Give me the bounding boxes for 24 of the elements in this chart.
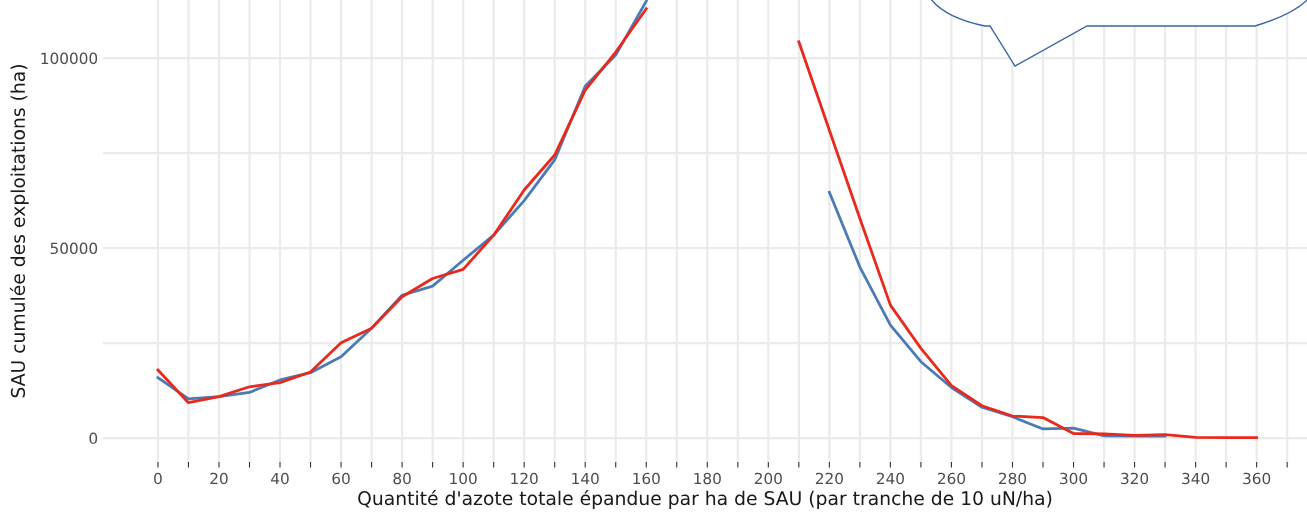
x-tick-label: 340 (1182, 472, 1210, 485)
x-tick-label: 240 (876, 472, 904, 485)
x-tick-label: 80 (393, 472, 411, 485)
x-tick-label: 180 (694, 472, 721, 485)
x-tick-label: 280 (999, 472, 1027, 485)
x-axis-title: Quantité d'azote totale épandue par ha de SAU (par tranche de 10 uN/ha) (358, 489, 1052, 509)
y-tick-label: 100000 (41, 52, 98, 65)
y-tick-label: 50000 (50, 242, 98, 255)
y-axis-title: SAU cumulée des exploitations (ha) (9, 65, 29, 398)
y-tick-label: 0 (89, 432, 98, 445)
x-tick-label: 140 (572, 472, 599, 485)
x-tick-label: 20 (210, 472, 228, 485)
x-tick-label: 40 (271, 472, 289, 485)
x-tick-label: 220 (815, 472, 843, 485)
x-tick-label: 0 (154, 472, 162, 485)
x-tick-label: 320 (1121, 472, 1149, 485)
x-tick-label: 200 (754, 472, 782, 485)
x-tick-label: 300 (1060, 472, 1088, 485)
x-tick-label: 260 (937, 472, 966, 485)
x-tick-label: 100 (450, 472, 477, 485)
x-tick-label: 60 (332, 472, 350, 485)
x-tick-label: 360 (1243, 472, 1271, 485)
x-tick-label: 120 (511, 472, 538, 485)
x-tick-label: 160 (633, 472, 660, 485)
